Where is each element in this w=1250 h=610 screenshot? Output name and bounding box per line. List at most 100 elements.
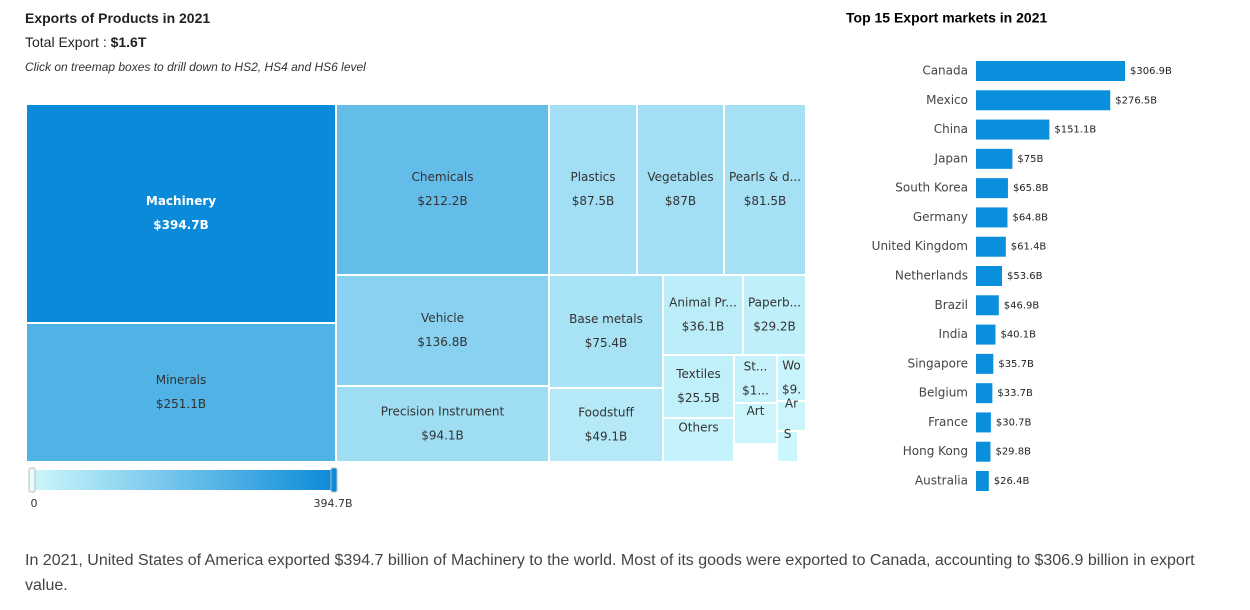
bar[interactable] — [976, 324, 996, 345]
treemap-box[interactable] — [27, 105, 335, 322]
bar-category: Brazil — [935, 298, 969, 312]
treemap-value: $81.5B — [744, 194, 787, 208]
bar-category: Netherlands — [895, 269, 968, 283]
treemap-label: Paperb... — [748, 296, 801, 310]
treemap-value: $212.2B — [417, 194, 467, 208]
total-value: $1.6T — [110, 34, 147, 50]
bar[interactable] — [976, 441, 991, 462]
bar[interactable] — [976, 61, 1125, 81]
legend-handle[interactable] — [28, 467, 36, 493]
treemap-box[interactable] — [337, 276, 548, 385]
bar[interactable] — [976, 119, 1050, 140]
bar-category: Canada — [922, 64, 968, 78]
legend-max: 394.7B — [313, 497, 352, 510]
treemap-label: Vehicle — [421, 311, 464, 325]
treemap-label: Wo — [782, 359, 801, 373]
treemap-box[interactable] — [735, 356, 776, 402]
treemap-value: $49.1B — [585, 430, 628, 444]
treemap-box[interactable] — [725, 105, 805, 274]
treemap-box[interactable] — [778, 432, 797, 461]
bar[interactable] — [976, 471, 989, 491]
treemap-box[interactable] — [744, 276, 805, 354]
bar-category: Mexico — [926, 93, 968, 107]
treemap-label: Base metals — [569, 312, 643, 326]
treemap-label: Chemicals — [412, 170, 474, 184]
bar[interactable] — [976, 412, 991, 433]
treemap-box[interactable] — [664, 276, 742, 354]
charts: Top 15 Export markets in 2021 Machinery $… — [27, 10, 1172, 510]
treemap-label: Vegetables — [647, 170, 713, 184]
treemap-value: $136.8B — [417, 335, 467, 349]
bar[interactable] — [976, 353, 994, 374]
bar-value-label: $151.1B — [1054, 125, 1096, 136]
treemap-value: $1... — [742, 384, 769, 398]
bar-category: France — [928, 415, 968, 429]
bar-category: India — [939, 327, 968, 341]
bar-value-label: $30.7B — [996, 417, 1032, 428]
bar-value-label: $64.8B — [1012, 212, 1048, 223]
bar[interactable] — [976, 383, 993, 404]
treemap-label: Pearls & d... — [729, 170, 801, 184]
bar-value-label: $40.1B — [1000, 330, 1036, 341]
treemap-value: $394.7B — [153, 218, 208, 232]
treemap-label: Minerals — [156, 373, 207, 387]
treemap-box[interactable] — [778, 356, 805, 400]
treemap-box[interactable] — [337, 105, 548, 274]
treemap-box[interactable] — [550, 105, 636, 274]
bar[interactable] — [976, 178, 1008, 199]
bar-category: Germany — [913, 210, 968, 224]
treemap-value: $75.4B — [585, 336, 628, 350]
bar-value-label: $29.8B — [995, 447, 1031, 458]
bar[interactable] — [976, 266, 1003, 286]
legend-gradient — [31, 470, 335, 490]
treemap-value: $36.1B — [682, 320, 725, 334]
legend-handle[interactable] — [330, 467, 338, 493]
bar[interactable] — [976, 90, 1111, 111]
treemap-box[interactable] — [664, 356, 733, 417]
total-label: Total Export : — [25, 34, 107, 50]
bar-value-label: $53.6B — [1007, 271, 1043, 282]
bar-title: Top 15 Export markets in 2021 — [846, 10, 1047, 26]
treemap-box[interactable] — [550, 389, 662, 461]
treemap-value: $9. — [782, 383, 801, 397]
treemap-box[interactable] — [735, 404, 776, 443]
treemap-label: Textiles — [675, 367, 721, 381]
bar[interactable] — [976, 207, 1008, 228]
bar[interactable] — [976, 148, 1013, 169]
bar-value-label: $46.9B — [1004, 300, 1040, 311]
treemap-label: Precision Instrument — [381, 405, 505, 419]
title: Exports of Products in 2021 — [25, 10, 211, 26]
hint: Click on treemap boxes to drill down to … — [25, 60, 366, 74]
treemap-label: Ar — [785, 397, 798, 411]
bar-value-label: $33.7B — [997, 388, 1033, 399]
treemap-box[interactable] — [778, 402, 805, 430]
treemap-label: Machinery — [146, 194, 216, 208]
treemap-box[interactable] — [638, 105, 723, 274]
treemap-box[interactable] — [337, 387, 548, 461]
bar-category: Japan — [934, 151, 968, 165]
bar-value-label: $306.9B — [1130, 66, 1172, 77]
bar-category: Hong Kong — [903, 444, 968, 458]
bar-value-label: $26.4B — [994, 476, 1030, 487]
treemap-label: Animal Pr... — [669, 296, 737, 310]
treemap-label: Plastics — [570, 170, 615, 184]
treemap-value: $25.5B — [677, 391, 720, 405]
bar-value-label: $35.7B — [998, 359, 1034, 370]
bar-value-label: $65.8B — [1013, 183, 1049, 194]
bar-value-label: $276.5B — [1115, 95, 1157, 106]
legend-min: 0 — [31, 497, 38, 510]
treemap-label: Art — [747, 404, 765, 418]
bar-value-label: $61.4B — [1011, 242, 1047, 253]
treemap-value: $94.1B — [421, 429, 464, 443]
bar[interactable] — [976, 236, 1006, 257]
total-export: Total Export : $1.6T — [25, 34, 146, 50]
bar[interactable] — [976, 295, 999, 316]
treemap-box[interactable] — [27, 324, 335, 461]
treemap-label: St... — [744, 360, 768, 374]
treemap-value: $87.5B — [572, 194, 615, 208]
treemap-label: S — [784, 427, 792, 441]
bar-category: China — [934, 122, 968, 136]
treemap-box[interactable] — [550, 276, 662, 387]
treemap-box[interactable] — [664, 419, 733, 461]
